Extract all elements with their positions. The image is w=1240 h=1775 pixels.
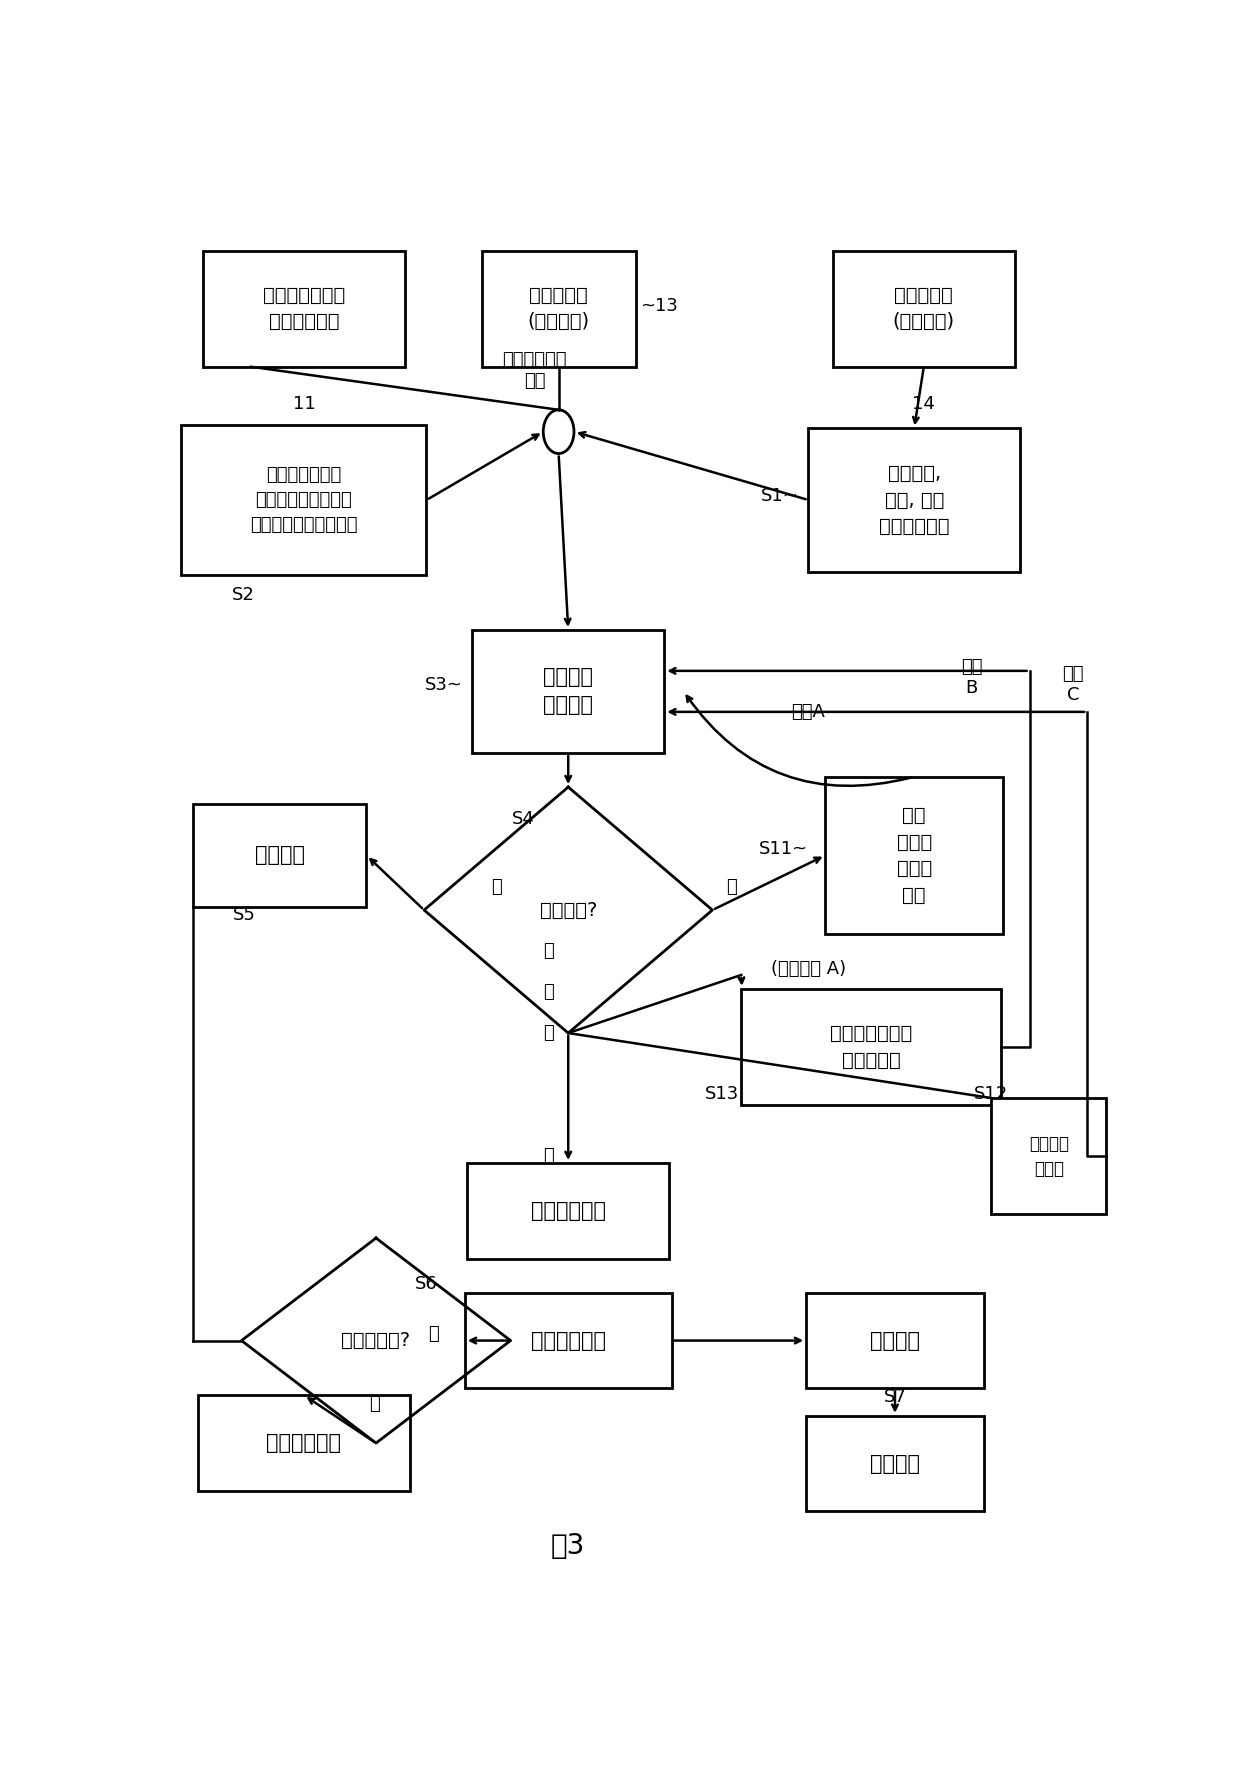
Text: 否: 否 (543, 983, 554, 1001)
Text: 装置信息,
状态, 以及
批量进展状态: 装置信息, 状态, 以及 批量进展状态 (879, 463, 950, 536)
Text: 是: 是 (491, 879, 501, 896)
Text: 否: 否 (543, 1024, 554, 1042)
Text: S2: S2 (232, 586, 255, 604)
Text: 改变
对制品
要求的
内容: 改变 对制品 要求的 内容 (897, 806, 931, 905)
Bar (826, 777, 1003, 934)
Text: S12: S12 (973, 1085, 1008, 1102)
Text: 11: 11 (293, 394, 315, 414)
Text: S1~: S1~ (761, 486, 799, 504)
Polygon shape (424, 786, 712, 1033)
Bar (481, 250, 635, 367)
Bar (467, 1163, 670, 1258)
Text: 与小型加工厂
连接: 与小型加工厂 连接 (502, 351, 567, 389)
Text: S6: S6 (414, 1274, 438, 1292)
Bar (808, 428, 1019, 572)
Text: 用户认可吗?: 用户认可吗? (341, 1331, 410, 1351)
Text: 改变小型
加工厂: 改变小型 加工厂 (1029, 1134, 1069, 1177)
Text: (经过环路 A): (经过环路 A) (771, 960, 846, 978)
Text: S7: S7 (884, 1388, 906, 1406)
Text: S3~: S3~ (424, 676, 463, 694)
Text: 制造制品: 制造制品 (870, 1454, 920, 1473)
Text: 表示交易成功: 表示交易成功 (531, 1331, 605, 1351)
Polygon shape (242, 1239, 511, 1443)
Text: S13: S13 (704, 1085, 739, 1102)
Text: S4: S4 (512, 809, 534, 827)
Bar (806, 1292, 983, 1388)
Bar (832, 250, 1016, 367)
Text: 否: 否 (543, 1147, 554, 1164)
Bar (742, 989, 1001, 1104)
Text: 否: 否 (543, 943, 554, 960)
Text: S11~: S11~ (759, 840, 808, 857)
Text: 环路
C: 环路 C (1061, 666, 1084, 705)
Bar (203, 250, 404, 367)
Bar (193, 804, 367, 907)
Text: 表示交易失败: 表示交易失败 (531, 1200, 605, 1221)
Text: 否: 否 (368, 1395, 379, 1413)
Text: 能制造吗?: 能制造吗? (539, 900, 596, 919)
Text: 14: 14 (913, 394, 935, 414)
Text: 计算批量
进展预测: 计算批量 进展预测 (543, 667, 593, 715)
Text: 小型加工厂
(虚拟工厂): 小型加工厂 (虚拟工厂) (527, 286, 590, 332)
Text: 通知用户: 通知用户 (255, 845, 305, 866)
Bar (806, 1416, 983, 1512)
Text: 环路A: 环路A (791, 703, 826, 721)
Text: 小型加工厂
(实际工厂): 小型加工厂 (实际工厂) (893, 286, 955, 332)
Text: 否: 否 (727, 879, 737, 896)
Text: 改变小型加工厂
的批量状况: 改变小型加工厂 的批量状况 (830, 1024, 913, 1070)
Bar (198, 1395, 409, 1491)
Text: 指定的制品信息
如制品名称、规格、
数量、交货期、价格等: 指定的制品信息 如制品名称、规格、 数量、交货期、价格等 (250, 467, 357, 534)
Bar (465, 1292, 672, 1388)
Text: S5: S5 (233, 905, 255, 925)
Text: 指示制造: 指示制造 (870, 1331, 920, 1351)
Text: 图3: 图3 (551, 1532, 585, 1560)
Bar (181, 424, 427, 575)
Bar (991, 1099, 1106, 1214)
Bar (472, 630, 665, 753)
Text: 环路
B: 环路 B (961, 659, 982, 698)
Text: 是: 是 (428, 1324, 439, 1342)
Text: 作为销售代理人
或顾客的用户: 作为销售代理人 或顾客的用户 (263, 286, 345, 332)
Text: 表示交易失败: 表示交易失败 (267, 1432, 341, 1454)
Text: ~13: ~13 (640, 296, 678, 314)
